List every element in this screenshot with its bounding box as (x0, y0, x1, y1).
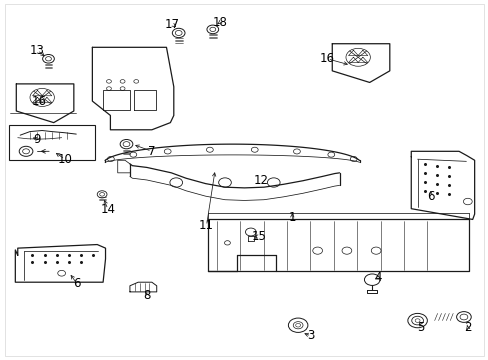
Text: 14: 14 (100, 203, 115, 216)
Text: 17: 17 (164, 18, 180, 31)
Text: 10: 10 (58, 153, 72, 166)
Text: 6: 6 (426, 190, 434, 203)
Text: 12: 12 (254, 174, 268, 186)
Text: 8: 8 (143, 289, 150, 302)
Text: 6: 6 (73, 278, 81, 291)
Text: 1: 1 (288, 211, 295, 224)
Text: 3: 3 (307, 329, 314, 342)
Text: 2: 2 (463, 321, 470, 334)
Text: 9: 9 (34, 132, 41, 145)
Text: 13: 13 (30, 44, 44, 57)
Text: 5: 5 (416, 321, 424, 334)
Text: 7: 7 (148, 145, 155, 158)
Text: 4: 4 (374, 271, 382, 284)
Text: 15: 15 (251, 230, 266, 243)
Text: 11: 11 (199, 219, 214, 233)
Text: 16: 16 (319, 52, 334, 65)
Text: 18: 18 (212, 16, 227, 29)
Text: 16: 16 (31, 95, 46, 108)
Bar (9, 125, 95, 160)
